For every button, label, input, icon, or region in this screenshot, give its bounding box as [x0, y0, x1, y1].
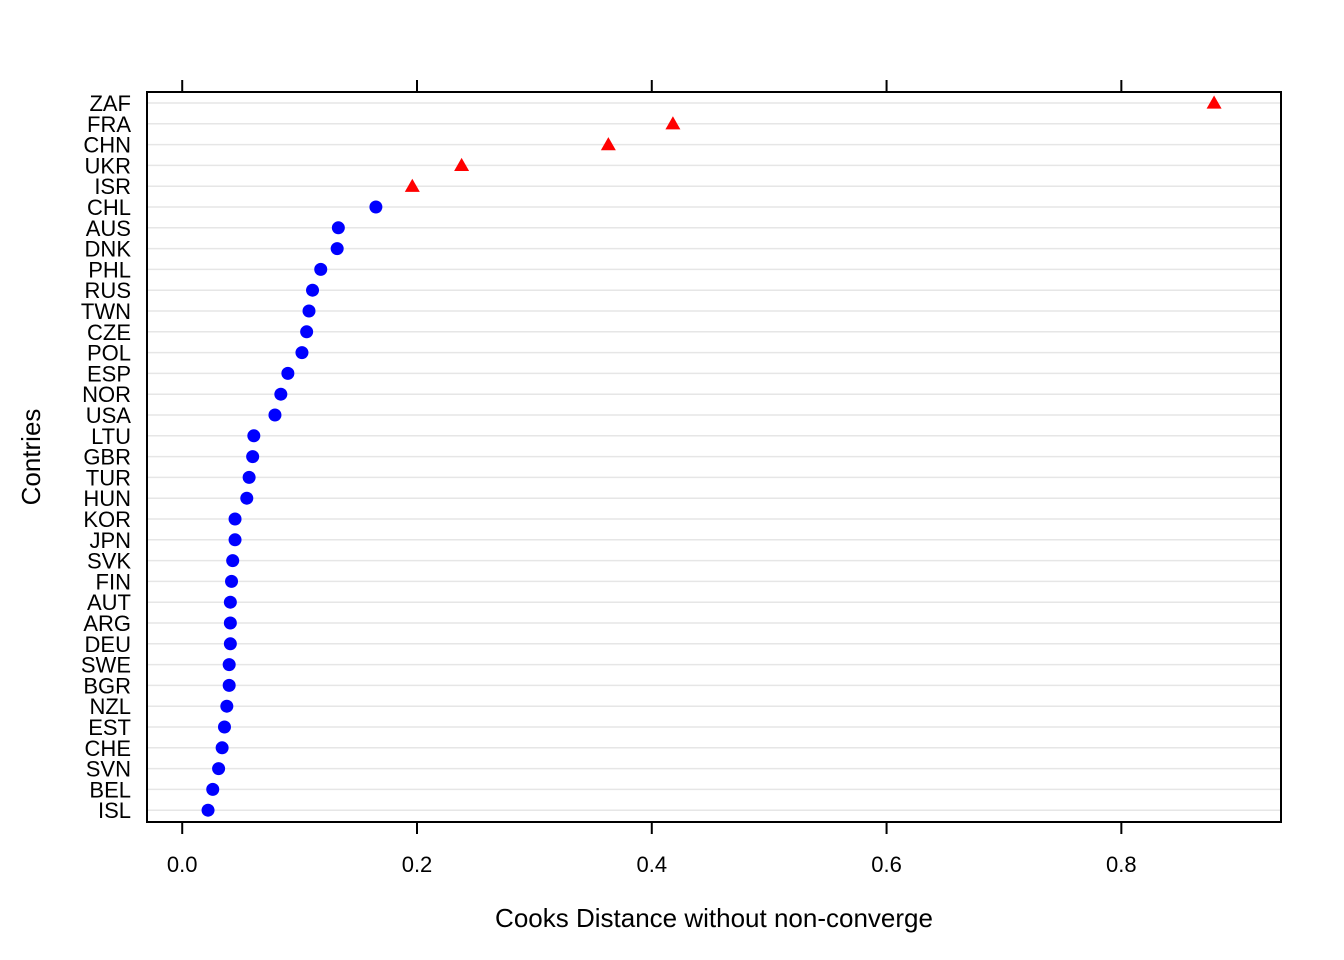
y-tick-label-isl: ISL [98, 798, 131, 823]
data-point-svk [226, 554, 240, 568]
y-tick-label-svk: SVK [87, 549, 131, 574]
data-point-chl [369, 200, 383, 214]
data-point-rus [306, 283, 320, 297]
y-tick-label-phl: PHL [88, 257, 131, 282]
y-tick-label-aut: AUT [87, 590, 131, 615]
x-axis-title: Cooks Distance without non-converge [495, 903, 933, 933]
x-tick-label: 0.4 [636, 852, 667, 877]
data-point-isr [404, 178, 420, 192]
y-axis-title: Contries [16, 409, 46, 506]
data-point-ukr [454, 157, 470, 172]
data-point-jpn [228, 533, 242, 547]
data-point-kor [228, 512, 242, 526]
data-point-deu [223, 637, 237, 651]
y-tick-label-fin: FIN [96, 569, 131, 594]
data-point-cze [300, 325, 314, 339]
y-tick-label-chl: CHL [87, 195, 131, 220]
plot-frame [146, 91, 1282, 823]
data-point-aus [331, 221, 345, 235]
y-tick-label-ltu: LTU [91, 424, 131, 449]
y-tick-label-kor: KOR [83, 507, 131, 532]
x-tick-label: 0.0 [167, 852, 198, 877]
y-tick-label-gbr: GBR [83, 445, 131, 470]
y-tick-label-tur: TUR [86, 465, 131, 490]
data-point-isl [201, 803, 215, 817]
y-tick-label-swe: SWE [81, 653, 131, 678]
data-point-pol [295, 346, 309, 360]
data-point-bel [206, 782, 220, 796]
y-tick-label-hun: HUN [83, 486, 131, 511]
y-tick-label-nor: NOR [82, 382, 131, 407]
y-tick-label-pol: POL [87, 341, 131, 366]
y-tick-label-ukr: UKR [85, 153, 131, 178]
data-point-bgr [222, 678, 236, 692]
y-tick-label-fra: FRA [87, 112, 131, 137]
data-points [201, 95, 1222, 817]
x-tick-label: 0.2 [402, 852, 433, 877]
y-tick-label-arg: ARG [83, 611, 131, 636]
data-point-phl [314, 262, 328, 276]
y-tick-label-dnk: DNK [85, 237, 132, 262]
y-tick-labels: ZAFFRACHNUKRISRCHLAUSDNKPHLRUSTWNCZEPOLE… [81, 91, 131, 823]
y-tick-label-chn: CHN [83, 133, 131, 158]
data-point-nor [274, 387, 288, 401]
grid-lines [147, 102, 1281, 811]
y-tick-label-nzl: NZL [89, 694, 131, 719]
data-point-svn [212, 762, 226, 776]
x-axis: 0.0 0.2 0.4 0.6 0.8 [167, 80, 1137, 877]
x-tick-label: 0.8 [1106, 852, 1137, 877]
data-point-esp [281, 366, 295, 380]
y-tick-label-jpn: JPN [89, 528, 131, 553]
data-point-hun [240, 491, 254, 505]
y-tick-label-bgr: BGR [83, 673, 131, 698]
y-tick-label-svn: SVN [86, 757, 131, 782]
y-tick-label-zaf: ZAF [89, 91, 131, 116]
data-point-aut [223, 595, 237, 609]
y-tick-label-aus: AUS [86, 216, 131, 241]
y-tick-label-est: EST [88, 715, 131, 740]
data-point-zaf [1206, 95, 1222, 109]
data-point-usa [268, 408, 282, 422]
data-point-fra [665, 116, 681, 130]
y-tick-label-deu: DEU [85, 632, 131, 657]
data-point-dnk [330, 242, 344, 256]
data-point-arg [223, 616, 237, 630]
data-point-ltu [247, 429, 261, 443]
data-point-nzl [220, 699, 234, 713]
y-tick-label-twn: TWN [81, 299, 131, 324]
data-point-twn [302, 304, 316, 318]
data-point-fin [225, 574, 239, 588]
data-point-che [215, 741, 229, 755]
data-point-gbr [246, 450, 260, 464]
y-tick-label-rus: RUS [85, 278, 131, 303]
y-tick-label-bel: BEL [89, 777, 131, 802]
x-tick-label: 0.6 [871, 852, 902, 877]
data-point-tur [242, 470, 256, 484]
y-tick-label-cze: CZE [87, 320, 131, 345]
data-point-est [217, 720, 231, 734]
y-tick-label-esp: ESP [87, 361, 131, 386]
data-point-chn [600, 137, 616, 151]
y-tick-label-che: CHE [85, 736, 131, 761]
y-tick-label-isr: ISR [94, 174, 131, 199]
data-point-swe [222, 658, 236, 672]
y-tick-label-usa: USA [86, 403, 132, 428]
